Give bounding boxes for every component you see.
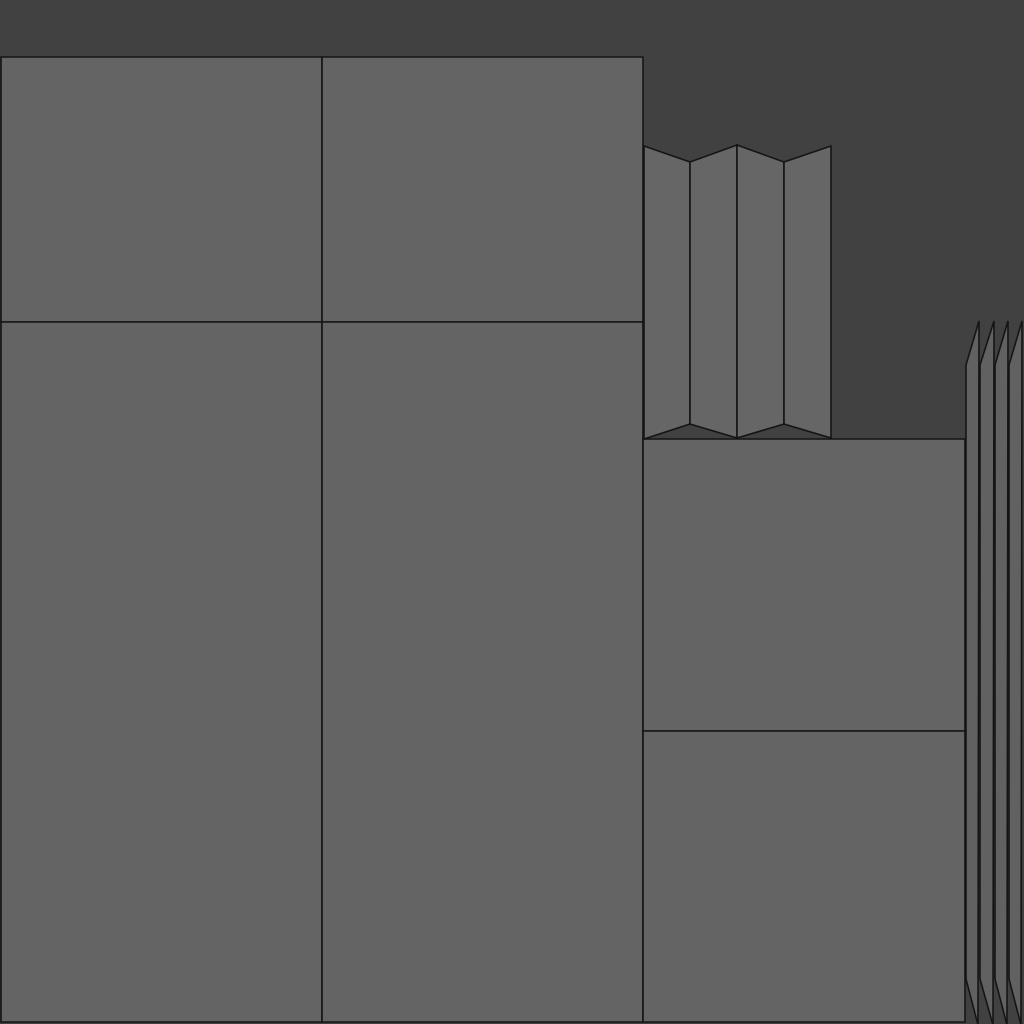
accordion-panel-1 xyxy=(643,144,691,441)
scene-shapes xyxy=(0,56,1023,1024)
wall-right-middle xyxy=(642,438,966,732)
wall-top-middle xyxy=(321,56,644,323)
accordion-panel-4 xyxy=(783,144,832,440)
thin-plank-1 xyxy=(965,320,980,1024)
accordion-panel-2 xyxy=(689,143,738,440)
accordion-panel-3 xyxy=(736,143,785,440)
wall-bottom-left xyxy=(0,321,323,1023)
wall-right-bottom xyxy=(642,730,966,1023)
wall-bottom-middle xyxy=(321,321,644,1023)
wall-top-left xyxy=(0,56,323,323)
thin-plank-4 xyxy=(1008,320,1023,1024)
thin-plank-2 xyxy=(979,320,995,1024)
thin-plank-3 xyxy=(994,320,1009,1024)
